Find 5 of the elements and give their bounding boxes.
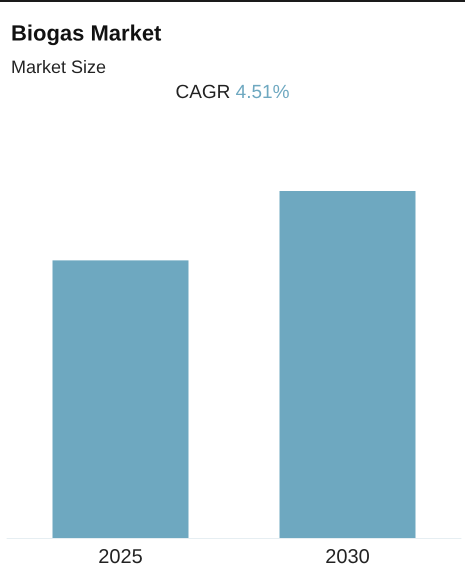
- chart-subtitle: Market Size: [11, 57, 106, 77]
- x-tick-label: 2025: [98, 546, 143, 568]
- text: CAGR 4.51%: [175, 82, 290, 103]
- chart-title: Biogas Market: [11, 20, 162, 46]
- x-tick-label: 2030: [325, 546, 370, 568]
